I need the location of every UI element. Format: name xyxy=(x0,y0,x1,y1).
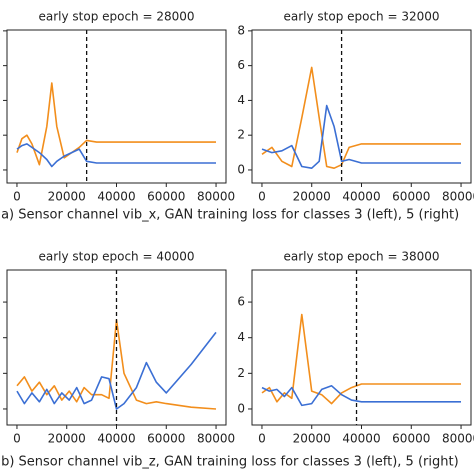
loss-line xyxy=(261,66,461,169)
y-tick-label: 6 xyxy=(237,58,245,72)
plot-frame xyxy=(251,269,472,426)
x-tick-label: 80000 xyxy=(197,190,235,204)
y-tick-label: 8 xyxy=(237,23,245,37)
x-tick-label: 60000 xyxy=(147,432,185,446)
x-tick-label: 0 xyxy=(13,190,21,204)
x-tick-label: 0 xyxy=(258,432,266,446)
y-tick-label: 4 xyxy=(237,330,245,344)
loss-line xyxy=(261,385,461,407)
y-tick-label: 2 xyxy=(237,128,245,142)
x-tick-label: 20000 xyxy=(293,190,331,204)
x-tick-label: 40000 xyxy=(342,432,380,446)
chart-title: early stop epoch = 28000 xyxy=(38,10,194,24)
x-tick-label: 20000 xyxy=(48,190,86,204)
loss-line xyxy=(16,82,216,166)
x-tick-label: 40000 xyxy=(97,190,135,204)
y-tick-label: 0 xyxy=(237,162,245,176)
x-tick-label: 0 xyxy=(258,190,266,204)
x-tick-label: 60000 xyxy=(147,190,185,204)
x-tick-label: 80000 xyxy=(442,432,474,446)
x-tick-label: 80000 xyxy=(197,432,235,446)
plot-frame xyxy=(251,29,472,184)
caption: (a) Sensor channel vib_x, GAN training l… xyxy=(0,208,459,223)
x-tick-label: 20000 xyxy=(48,432,86,446)
x-tick-label: 60000 xyxy=(392,190,430,204)
loss-line xyxy=(261,313,461,405)
plot-frame xyxy=(6,29,227,184)
chart-title: early stop epoch = 40000 xyxy=(38,250,194,264)
x-tick-label: 60000 xyxy=(392,432,430,446)
caption: (b) Sensor channel vib_z, GAN training l… xyxy=(0,455,459,470)
plot-frame xyxy=(6,269,227,426)
loss-line xyxy=(16,143,216,168)
loss-line xyxy=(261,104,461,169)
x-tick-label: 40000 xyxy=(97,432,135,446)
y-tick-label: 6 xyxy=(237,295,245,309)
y-tick-label: 4 xyxy=(237,93,245,107)
x-tick-label: 0 xyxy=(13,432,21,446)
y-tick-label: 2 xyxy=(237,366,245,380)
chart-title: early stop epoch = 38000 xyxy=(283,250,439,264)
chart-title: early stop epoch = 32000 xyxy=(283,10,439,24)
y-tick-label: 0 xyxy=(237,401,245,415)
loss-line xyxy=(16,331,217,410)
x-tick-label: 80000 xyxy=(442,190,474,204)
x-tick-label: 40000 xyxy=(342,190,380,204)
x-tick-label: 20000 xyxy=(293,432,331,446)
loss-line xyxy=(16,319,217,410)
